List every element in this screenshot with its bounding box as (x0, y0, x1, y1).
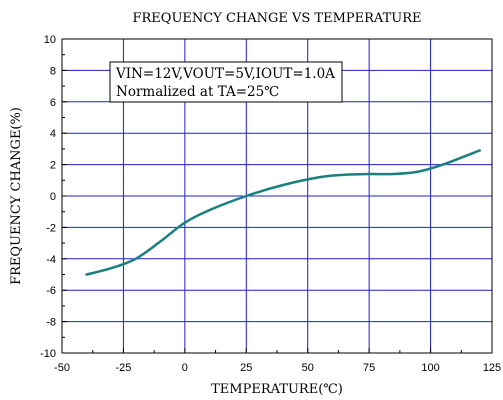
x-tick-label: 50 (302, 362, 314, 374)
tick-labels: -50 -25 0 25 50 75 100 125 -10 -8 -6 -4 -2 0 2 4 6 8 10 (40, 34, 501, 374)
series-line-frequency-change (85, 149, 481, 276)
y-tick-label: -2 (46, 222, 56, 234)
x-axis-label: TEMPERATURE(℃) (211, 382, 343, 397)
y-tick-label: 0 (50, 191, 56, 203)
y-tick-label: 10 (44, 34, 56, 46)
x-tick-label: 75 (363, 362, 375, 374)
annotation-frame (109, 61, 343, 103)
y-tick-label: 2 (50, 160, 56, 172)
x-tick-label: 25 (240, 362, 252, 374)
y-tick-label: 4 (50, 128, 56, 140)
y-tick-label: 8 (50, 65, 56, 77)
y-tick-label: -6 (46, 285, 56, 297)
x-tick-label: 100 (421, 362, 439, 374)
x-tick-label: -25 (115, 362, 131, 374)
annotation-line-2: Normalized at TA=25℃ (116, 84, 279, 100)
x-tick-label: 0 (182, 362, 188, 374)
annotation-box: VIN=12V,VOUT=5V,IOUT=1.0A Normalized at … (109, 61, 343, 103)
x-tick-label: -50 (54, 362, 70, 374)
ticks-layer (61, 38, 493, 354)
y-tick-label: -8 (46, 317, 56, 329)
y-tick-label: 6 (50, 97, 56, 109)
y-tick-label: -10 (40, 348, 56, 360)
y-tick-label: -4 (46, 254, 56, 266)
annotation-line-1: VIN=12V,VOUT=5V,IOUT=1.0A (115, 66, 335, 82)
chart-title: FREQUENCY CHANGE VS TEMPERATURE (133, 11, 422, 26)
x-tick-label: 125 (483, 362, 501, 374)
y-axis-label: FREQUENCY CHANGE(%) (9, 107, 24, 285)
